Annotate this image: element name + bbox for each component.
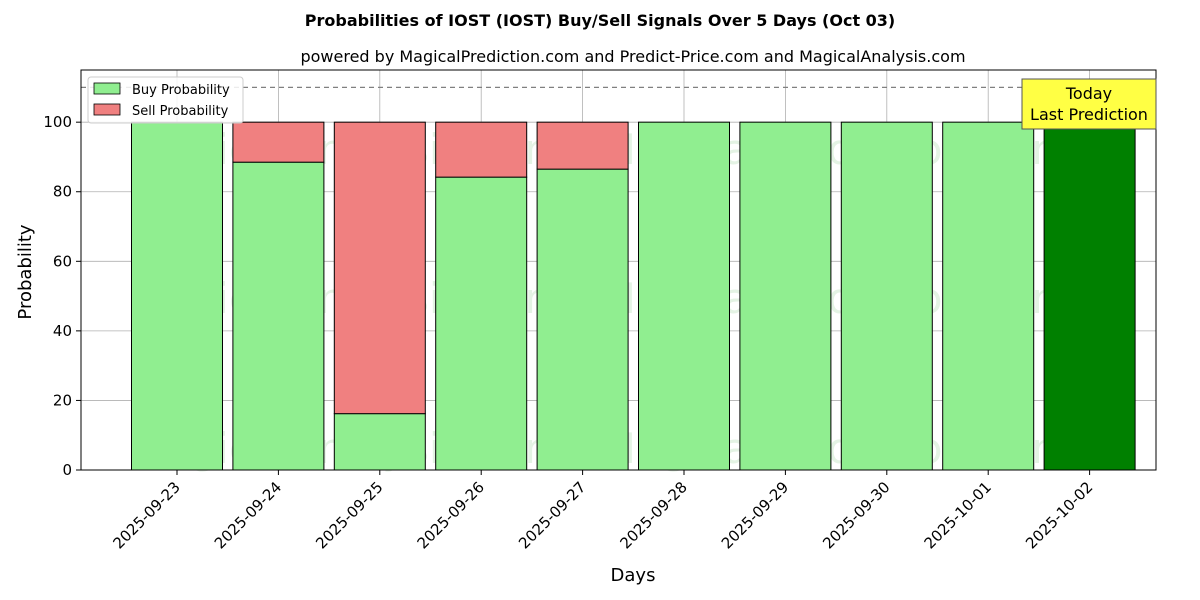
buy-bar xyxy=(942,121,1035,471)
legend: Buy Probability Sell Probability xyxy=(87,76,244,124)
legend-swatch-sell xyxy=(93,103,121,116)
x-tick-label: 2025-09-30 xyxy=(819,478,893,552)
buy-bar xyxy=(638,121,730,471)
y-tick-label: 80 xyxy=(53,183,72,201)
y-tick-label: 20 xyxy=(53,391,72,409)
buy-bar xyxy=(739,121,832,471)
x-tick-label: 2025-09-28 xyxy=(616,478,690,552)
x-tick-label: 2025-09-24 xyxy=(211,478,285,552)
sell-bar xyxy=(232,121,325,163)
y-tick-label: 0 xyxy=(62,461,72,479)
y-axis-label: Probability xyxy=(15,224,36,319)
x-axis-ticks: 2025-09-23 2025-09-24 2025-09-25 2025-09-26… xyxy=(109,470,1096,552)
buy-bar xyxy=(131,121,223,471)
buy-bar xyxy=(536,168,629,471)
x-tick-label: 2025-09-26 xyxy=(414,478,488,552)
chart-title: Probabilities of IOST (IOST) Buy/Sell Si… xyxy=(305,11,895,30)
legend-label-buy: Buy Probability xyxy=(132,83,230,98)
y-tick-label: 40 xyxy=(53,322,72,340)
buy-bar xyxy=(435,176,528,471)
chart-subtitle: powered by MagicalPrediction.com and Pre… xyxy=(300,47,965,66)
x-tick-label: 2025-09-29 xyxy=(718,478,792,552)
annotation-box xyxy=(1021,78,1157,130)
buy-bar xyxy=(1043,121,1136,471)
annotation-line-2: Last Prediction xyxy=(1030,105,1148,124)
x-tick-label: 2025-09-25 xyxy=(312,478,386,552)
y-tick-label: 60 xyxy=(53,252,72,270)
annotation-line-1: Today xyxy=(1065,84,1112,103)
buy-bar xyxy=(333,413,426,471)
x-tick-label: 2025-09-27 xyxy=(515,478,589,552)
buy-bar xyxy=(232,161,325,471)
legend-label-sell: Sell Probability xyxy=(132,104,229,119)
y-axis-ticks: 0 20 40 60 80 100 xyxy=(43,113,81,479)
sell-bar xyxy=(435,121,528,178)
sell-bar xyxy=(333,121,426,415)
plot-frame xyxy=(80,69,1157,471)
x-tick-label: 2025-10-01 xyxy=(921,478,995,552)
bars xyxy=(131,121,1136,471)
x-tick-label: 2025-09-23 xyxy=(109,478,183,552)
x-tick-label: 2025-10-02 xyxy=(1022,478,1096,552)
y-tick-label: 100 xyxy=(43,113,72,131)
sell-bar xyxy=(536,121,629,170)
legend-swatch-buy xyxy=(93,82,121,95)
today-annotation: Today Last Prediction xyxy=(1021,78,1157,130)
legend-box xyxy=(87,76,244,124)
buy-bar xyxy=(840,121,933,471)
x-axis-label: Days xyxy=(611,565,656,586)
